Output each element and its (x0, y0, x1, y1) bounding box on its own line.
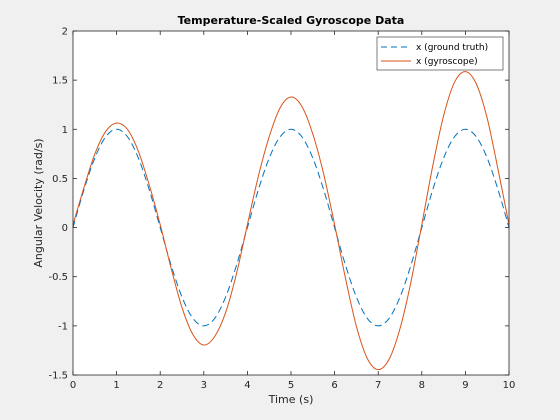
series-layer (72, 71, 510, 371)
tick-layer: 0 1 2 3 4 5 6 7 8 9 10 -1.5 -1 -0.5 0 0.5 1 1.5 2 (48, 27, 515, 392)
plot-area (73, 31, 509, 375)
y-tick-label: 0.5 (52, 174, 68, 185)
y-tick-label: -1 (58, 321, 68, 332)
y-tick-label: 2 (62, 27, 68, 38)
x-tick-label: 4 (244, 380, 250, 391)
series-line-ground-truth (72, 128, 510, 327)
x-tick-label: 3 (201, 380, 207, 391)
legend-label-ground-truth: x (ground truth) (416, 43, 488, 53)
x-tick-label: 5 (288, 380, 294, 391)
legend-box (376, 36, 504, 71)
x-tick-label: 1 (113, 380, 119, 391)
x-tick-label: 10 (503, 380, 516, 391)
legend-label-gyroscope: x (gyroscope) (416, 57, 478, 67)
x-tick-label: 8 (419, 380, 425, 391)
x-tick-label: 7 (375, 380, 381, 391)
legend: x (ground truth) x (gyroscope) (376, 36, 504, 71)
y-tick-label: 1 (62, 125, 68, 136)
y-tick-label: 1.5 (52, 76, 68, 87)
y-axis-label: Angular Velocity (rad/s) (32, 138, 45, 267)
y-tick-label: 0 (62, 223, 68, 234)
x-tick-label: 2 (157, 380, 163, 391)
series-line-gyroscope (72, 71, 510, 371)
y-tick-label: -1.5 (48, 371, 68, 382)
x-tick-label: 6 (331, 380, 337, 391)
x-tick-label: 0 (70, 380, 76, 391)
y-tick-label: -0.5 (48, 272, 68, 283)
x-axis-label: Time (s) (268, 393, 314, 406)
chart-title: Temperature-Scaled Gyroscope Data (178, 14, 405, 27)
x-tick-label: 9 (462, 380, 468, 391)
